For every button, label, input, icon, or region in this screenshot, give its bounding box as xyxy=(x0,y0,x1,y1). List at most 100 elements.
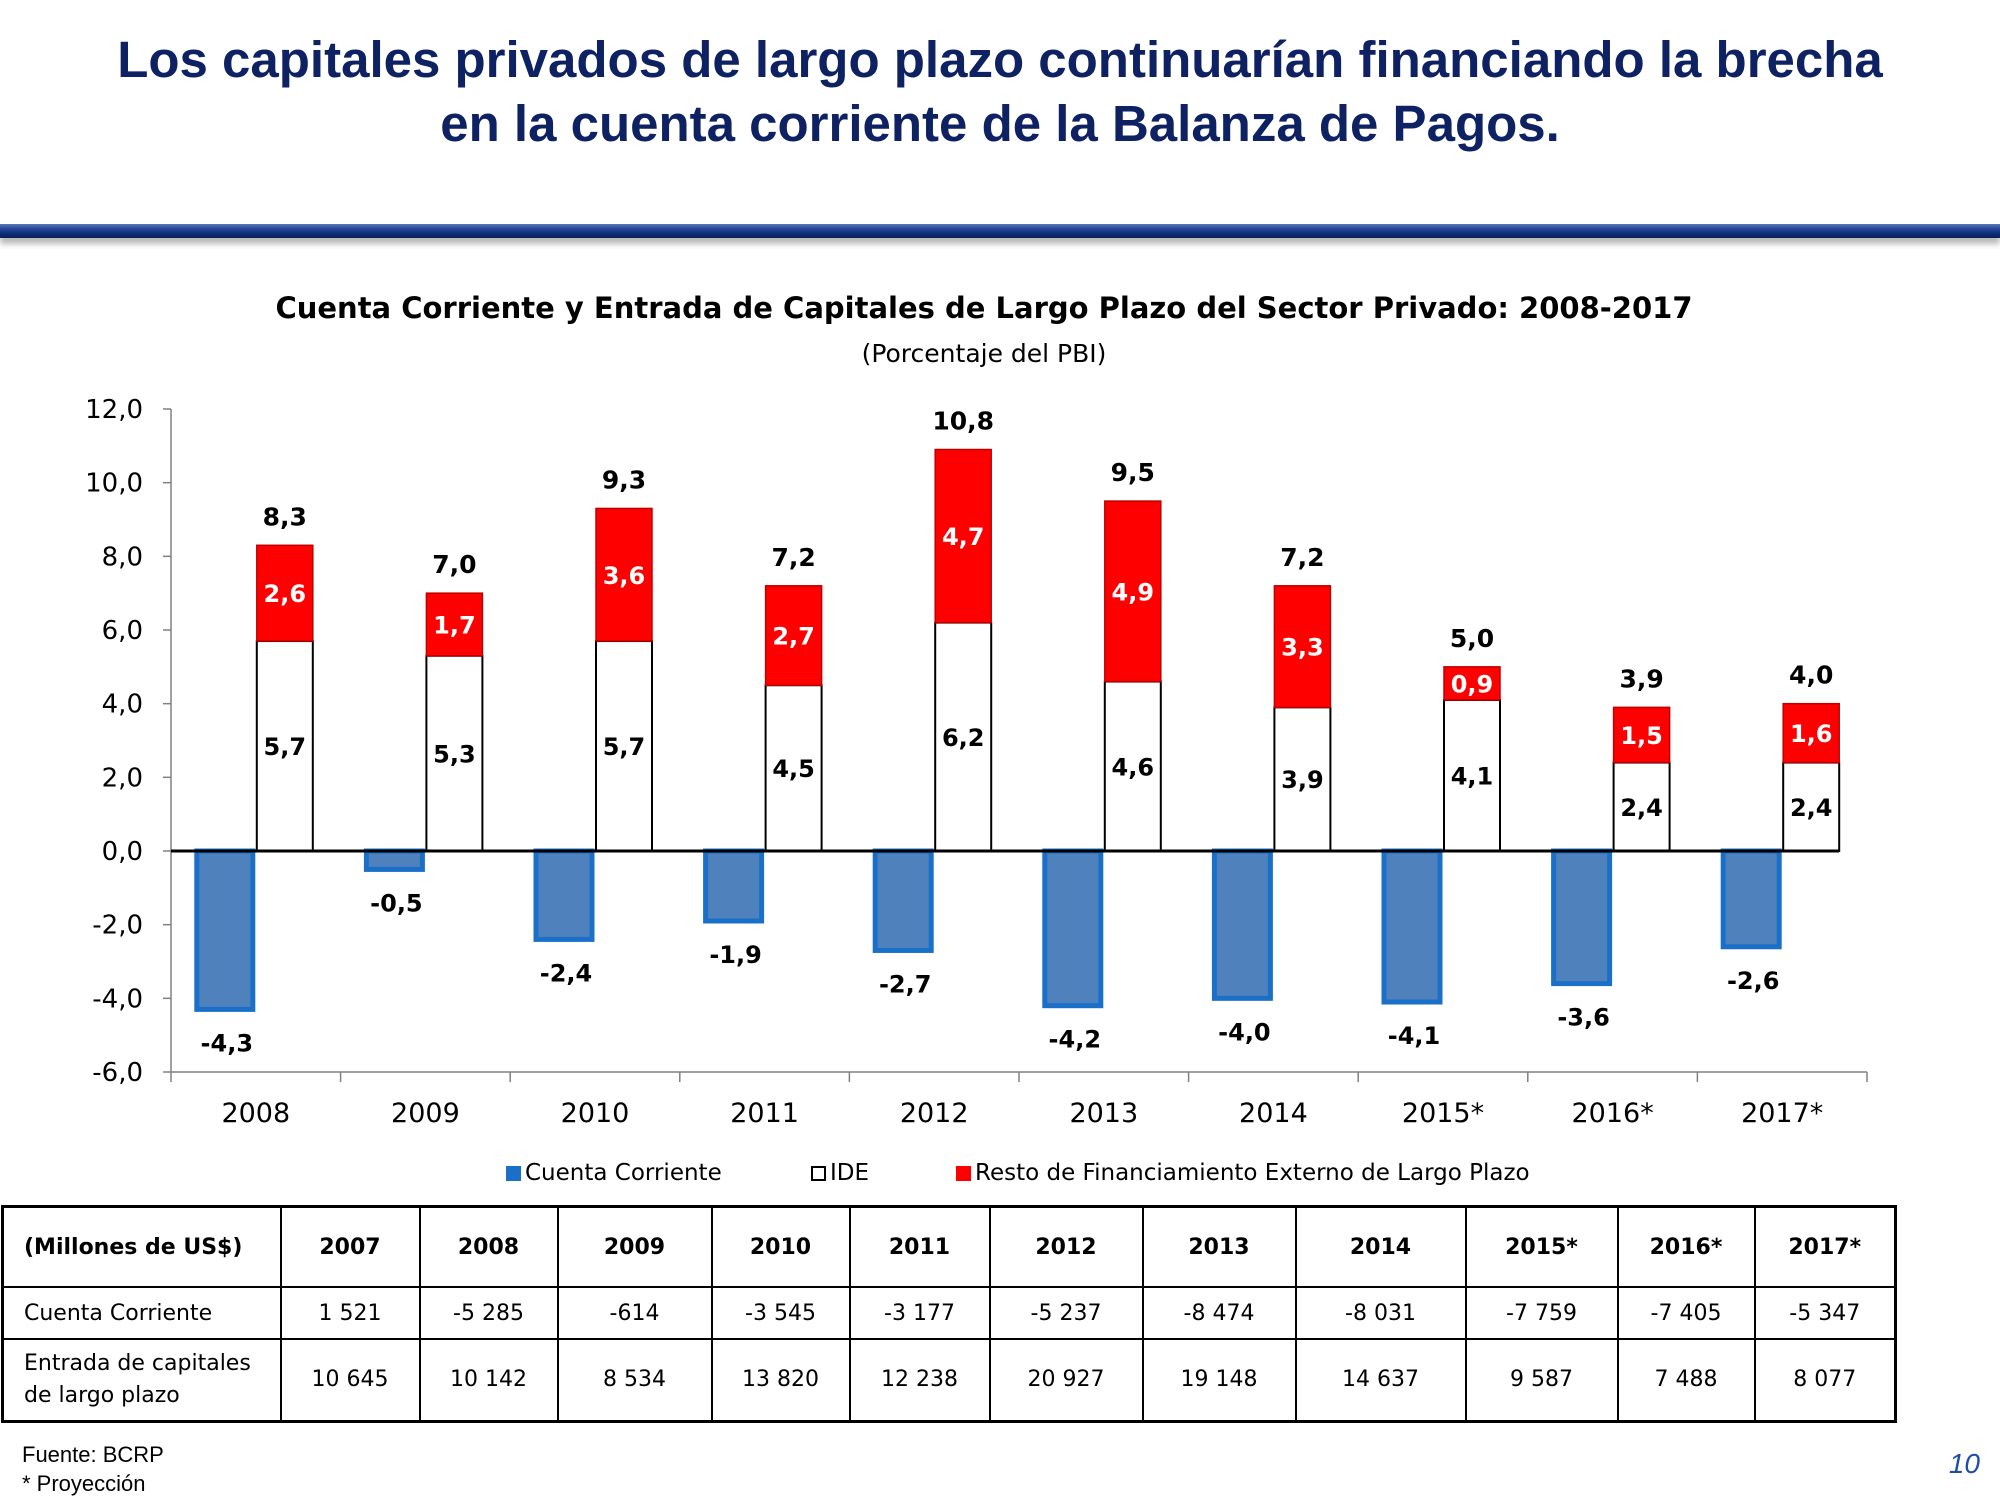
table-cell: -5 285 xyxy=(418,1286,559,1340)
footnote: Fuente: BCRP * Proyección xyxy=(22,1440,164,1498)
legend-label-resto: Resto de Financiamiento Externo de Largo… xyxy=(975,1160,1530,1186)
table-cell: 9 587 xyxy=(1464,1338,1619,1423)
table-cell: 8 077 xyxy=(1753,1338,1897,1423)
label-cuenta-corriente: -3,6 xyxy=(1557,1004,1609,1032)
label-cuenta-corriente: -2,7 xyxy=(879,970,931,998)
label-cuenta-corriente: -4,2 xyxy=(1049,1026,1101,1054)
legend-swatch-white xyxy=(811,1166,826,1181)
label-resto: 4,9 xyxy=(1112,578,1155,606)
label-ide: 4,6 xyxy=(1112,753,1155,781)
bar-cuenta-corriente xyxy=(1551,848,1613,987)
y-tick-label: -4,0 xyxy=(92,984,143,1014)
label-total: 7,2 xyxy=(1280,543,1324,572)
slide-title: Los capitales privados de largo plazo co… xyxy=(0,28,2000,156)
y-tick-label: -6,0 xyxy=(92,1058,143,1088)
bar-cuenta-corriente xyxy=(872,848,934,953)
bar-ide xyxy=(764,684,823,852)
label-ide: 5,7 xyxy=(603,733,646,761)
chart-subtitle: (Porcentaje del PBI) xyxy=(862,339,1107,368)
bar-resto xyxy=(934,448,992,624)
y-tick-label: 10,0 xyxy=(85,469,143,499)
label-resto: 1,5 xyxy=(1620,722,1663,750)
table-row-label: Entrada de capitales de largo plazo xyxy=(1,1338,282,1423)
x-tick-label: 2011 xyxy=(730,1098,799,1129)
table-row-label-line1: Entrada de capitales xyxy=(24,1351,251,1376)
table-cell: -3 177 xyxy=(848,1286,991,1340)
table-header-cell: (Millones de US$) xyxy=(1,1205,282,1288)
table-cell: 13 820 xyxy=(710,1338,851,1423)
table-header-cell: 2012 xyxy=(988,1205,1144,1288)
x-tick-label: 2008 xyxy=(221,1098,290,1129)
bar-cuenta-corriente xyxy=(363,848,425,872)
bar-cuenta-corriente xyxy=(1211,848,1273,1001)
label-resto: 1,6 xyxy=(1790,720,1833,748)
label-total: 3,9 xyxy=(1619,664,1663,693)
bar-resto xyxy=(1782,702,1840,764)
table-cell: 7 488 xyxy=(1616,1338,1756,1423)
bar-cuenta-corriente xyxy=(1042,848,1104,1009)
label-resto: 3,6 xyxy=(603,562,646,590)
x-tick-label: 2017* xyxy=(1741,1098,1823,1129)
label-ide: 2,4 xyxy=(1620,794,1663,822)
legend-item-cuenta-corriente: Cuenta Corriente xyxy=(506,1160,722,1186)
label-resto: 2,6 xyxy=(264,580,307,608)
label-cuenta-corriente: -1,9 xyxy=(709,941,761,969)
bar-resto xyxy=(764,585,823,686)
x-tick-label: 2010 xyxy=(561,1098,630,1129)
table-cell: 19 148 xyxy=(1141,1338,1297,1423)
table-cell: 20 927 xyxy=(988,1338,1144,1423)
bar-cuenta-corriente xyxy=(1381,848,1443,1005)
footnote-source: Fuente: BCRP xyxy=(22,1442,164,1467)
label-cuenta-corriente: -4,3 xyxy=(201,1029,253,1057)
table-cell: 8 534 xyxy=(556,1338,713,1423)
y-tick-label: 0,0 xyxy=(102,837,143,867)
table-cell: -8 474 xyxy=(1141,1286,1297,1340)
label-total: 7,2 xyxy=(771,543,815,572)
bar-resto xyxy=(425,592,484,657)
x-tick-label: 2015* xyxy=(1402,1098,1484,1129)
table-header-cell: 2014 xyxy=(1294,1205,1467,1288)
bar-cuenta-corriente xyxy=(1720,848,1782,950)
y-axis: 12,0 10,0 8,0 6,0 4,0 2,0 0,0 -2,0 -4,0 -6,0 xyxy=(85,395,172,1088)
bar-resto xyxy=(1612,706,1671,764)
bar-cuenta-corriente xyxy=(194,848,256,1012)
bar-resto xyxy=(595,507,653,642)
table-header-cell: 2017* xyxy=(1753,1205,1897,1288)
table-cell: 10 142 xyxy=(418,1338,559,1423)
label-ide: 4,5 xyxy=(772,755,815,783)
bar-resto xyxy=(1443,666,1501,701)
table-header-cell: 2008 xyxy=(418,1205,559,1288)
table-header-cell: 2009 xyxy=(556,1205,713,1288)
label-resto: 4,7 xyxy=(942,523,985,551)
y-tick-label: 4,0 xyxy=(102,690,143,720)
y-tick-label: 2,0 xyxy=(102,763,143,793)
data-labels: -4,3 5,7 2,6 8,3 -0,5 5,3 1,7 7,0 -2,4 5,7 3,6 9,3 -… xyxy=(201,407,1834,1058)
bar-ide xyxy=(1103,680,1162,852)
x-tick-label: 2012 xyxy=(900,1098,969,1129)
table-cell: -7 759 xyxy=(1464,1286,1619,1340)
label-total: 5,0 xyxy=(1450,624,1494,653)
table-row: Cuenta Corriente 1 521 -5 285 -614 -3 54… xyxy=(1,1286,1897,1340)
label-ide: 2,4 xyxy=(1790,794,1833,822)
data-table: (Millones de US$) 2007 2008 2009 2010 20… xyxy=(1,1205,1897,1423)
x-tick-label: 2016* xyxy=(1571,1098,1653,1129)
label-cuenta-corriente: -4,0 xyxy=(1218,1018,1270,1046)
x-tick-label: 2014 xyxy=(1239,1098,1308,1129)
table-cell: -5 347 xyxy=(1753,1286,1897,1340)
label-ide: 5,7 xyxy=(264,733,307,761)
y-tick-label: -2,0 xyxy=(92,911,143,941)
bar-resto xyxy=(256,544,314,642)
legend-item-ide: IDE xyxy=(811,1160,869,1186)
table-cell: -5 237 xyxy=(988,1286,1144,1340)
bar-ide xyxy=(595,640,653,852)
label-total: 9,3 xyxy=(602,465,646,494)
label-cuenta-corriente: -2,4 xyxy=(540,959,592,987)
y-tick-label: 8,0 xyxy=(102,542,143,572)
legend: Cuenta Corriente IDE Resto de Financiami… xyxy=(0,1160,2000,1200)
label-total: 4,0 xyxy=(1789,661,1833,690)
legend-swatch-red xyxy=(956,1166,971,1181)
table-row-label-line2: de largo plazo xyxy=(24,1383,180,1408)
table-cell: -3 545 xyxy=(710,1286,851,1340)
y-tick-label: 6,0 xyxy=(102,616,143,646)
label-resto: 3,3 xyxy=(1281,634,1324,662)
